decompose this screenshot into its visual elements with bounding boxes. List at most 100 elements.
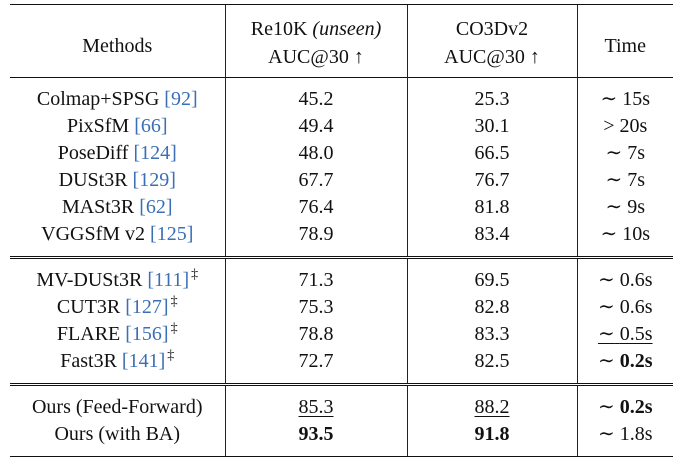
citation-link[interactable]: [111] — [147, 269, 190, 291]
time-value: 0.2s — [619, 350, 653, 372]
time-value: 7s — [627, 169, 646, 191]
time-cell: ∼ 0.2s — [576, 383, 673, 421]
time-symbol: ∼ — [605, 196, 623, 218]
method-cell: Ours (Feed-Forward) — [10, 383, 225, 421]
co3d-value: 83.4 — [474, 223, 510, 245]
co3d-value: 69.5 — [474, 269, 510, 291]
time-symbol: > — [603, 115, 615, 137]
time-cell: ∼ 7s — [576, 140, 673, 167]
co3d-value: 66.5 — [474, 142, 510, 164]
co3d-value-cell: 83.4 — [406, 221, 577, 258]
citation-link[interactable]: [62] — [139, 196, 173, 218]
time-value: 7s — [627, 142, 646, 164]
co3d-value: 82.8 — [474, 296, 510, 318]
co3d-value-cell: 88.2 — [406, 383, 577, 421]
time-cell: ∼ 7s — [576, 167, 673, 194]
method-cell: Colmap+SPSG [92] — [10, 77, 225, 113]
re10k-value-cell: 45.2 — [224, 77, 407, 113]
time-symbol: ∼ — [600, 88, 618, 110]
table-row: CUT3R [127] ‡ 75.3 82.8 ∼ 0.6s — [10, 294, 673, 321]
time-cell: ∼ 15s — [576, 77, 673, 113]
citation-link[interactable]: [129] — [132, 169, 176, 191]
co3d-value: 81.8 — [474, 196, 510, 218]
method-name: FLARE — [56, 323, 121, 345]
method-name: DUSt3R — [58, 169, 128, 191]
citation-link[interactable]: [141] — [121, 350, 166, 372]
dagger-mark: ‡ — [167, 348, 175, 364]
table-body: Colmap+SPSG [92] 45.2 25.3 ∼ 15s PixSfM [66]… — [10, 77, 673, 457]
method-cell: DUSt3R [129] — [10, 167, 225, 194]
time-cell: ∼ 9s — [576, 194, 673, 221]
method-cell: MASt3R [62] — [10, 194, 225, 221]
header-co3d-metric: AUC@30 ↑ — [406, 43, 577, 78]
header-methods: Methods — [10, 4, 225, 78]
co3d-value-cell: 25.3 — [406, 77, 577, 113]
re10k-value-cell: 72.7 — [224, 348, 407, 385]
time-symbol: ∼ — [597, 296, 615, 318]
re10k-value: 76.4 — [298, 196, 334, 218]
header-re10k: Re10K (unseen) — [224, 4, 407, 43]
table-row: PixSfM [66] 49.4 30.1 > 20s — [10, 113, 673, 140]
co3d-value: 30.1 — [474, 115, 510, 137]
time-symbol: ∼ — [597, 350, 615, 372]
re10k-value: 93.5 — [298, 423, 334, 445]
re10k-value: 71.3 — [298, 269, 334, 291]
co3d-value-cell: 76.7 — [406, 167, 577, 194]
time-value: 20s — [619, 115, 648, 137]
re10k-value-cell: 93.5 — [224, 421, 407, 457]
time-cell: ∼ 10s — [576, 221, 673, 258]
table-header: Methods Re10K (unseen) CO3Dv2 Time AUC@3… — [10, 4, 673, 78]
co3d-value: 25.3 — [474, 88, 510, 110]
co3d-value-cell: 83.3 — [406, 321, 577, 348]
method-cell: VGGSfM v2 [125] — [10, 221, 225, 258]
citation-link[interactable]: [92] — [164, 88, 198, 110]
header-co3d: CO3Dv2 — [406, 4, 577, 43]
method-cell: Fast3R [141] ‡ — [10, 348, 225, 385]
method-name: Colmap+SPSG — [36, 88, 160, 110]
time-symbol: ∼ — [597, 423, 615, 445]
re10k-value: 45.2 — [298, 88, 334, 110]
time-symbol: ∼ — [605, 169, 623, 191]
citation-link[interactable]: [125] — [150, 223, 194, 245]
re10k-value-cell: 71.3 — [224, 256, 407, 294]
re10k-value-cell: 85.3 — [224, 383, 407, 421]
method-name: PixSfM — [66, 115, 130, 137]
re10k-value: 85.3 — [298, 396, 334, 418]
table-row: Colmap+SPSG [92] 45.2 25.3 ∼ 15s — [10, 77, 673, 113]
co3d-value-cell: 82.5 — [406, 348, 577, 385]
method-cell: Ours (with BA) — [10, 421, 225, 457]
re10k-value-cell: 67.7 — [224, 167, 407, 194]
co3d-value: 76.7 — [474, 169, 510, 191]
citation-link[interactable]: [66] — [134, 115, 168, 137]
citation-link[interactable]: [124] — [133, 142, 177, 164]
dagger-mark: ‡ — [191, 267, 199, 283]
table-row: Ours (with BA) 93.5 91.8 ∼ 1.8s — [10, 421, 673, 457]
re10k-value: 78.9 — [298, 223, 334, 245]
time-cell: ∼ 1.8s — [576, 421, 673, 457]
time-value: 10s — [622, 223, 651, 245]
re10k-value: 72.7 — [298, 350, 334, 372]
citation-link[interactable]: [127] — [125, 296, 169, 318]
time-cell: ∼ 0.6s — [576, 256, 673, 294]
method-name: CUT3R — [56, 296, 121, 318]
method-name: Ours (Feed-Forward) — [31, 396, 203, 418]
re10k-value-cell: 48.0 — [224, 140, 407, 167]
time-value: 0.2s — [619, 396, 653, 418]
header-re10k-note: (unseen) — [312, 18, 382, 40]
table-row: MV-DUSt3R [111] ‡ 71.3 69.5 ∼ 0.6s — [10, 256, 673, 294]
table-row: PoseDiff [124] 48.0 66.5 ∼ 7s — [10, 140, 673, 167]
dagger-mark: ‡ — [170, 294, 178, 310]
method-cell: FLARE [156] ‡ — [10, 321, 225, 348]
method-cell: CUT3R [127] ‡ — [10, 294, 225, 321]
re10k-value-cell: 75.3 — [224, 294, 407, 321]
time-value: 15s — [622, 88, 651, 110]
time-value: 0.6s — [619, 296, 653, 318]
time-value: 0.5s — [619, 323, 653, 345]
citation-link[interactable]: [156] — [125, 323, 169, 345]
header-re10k-metric: AUC@30 ↑ — [224, 43, 407, 78]
co3d-value: 91.8 — [474, 423, 510, 445]
table-row: Ours (Feed-Forward) 85.3 88.2 ∼ 0.2s — [10, 383, 673, 421]
method-name: MASt3R — [61, 196, 135, 218]
comparison-table: Methods Re10K (unseen) CO3Dv2 Time AUC@3… — [10, 4, 673, 457]
